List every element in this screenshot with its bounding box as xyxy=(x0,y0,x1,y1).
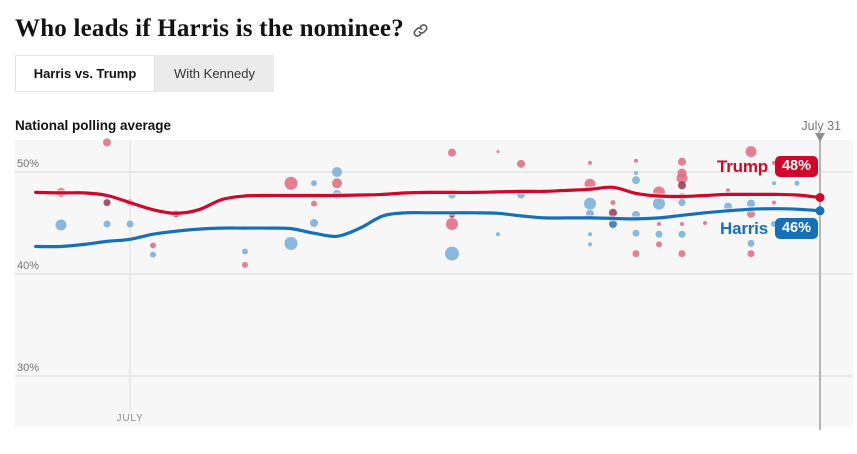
trump-series-label: Trump 48% xyxy=(717,156,818,177)
poll-dot xyxy=(772,181,776,186)
permalink-link-icon[interactable] xyxy=(413,23,428,38)
page-title: Who leads if Harris is the nominee? xyxy=(15,15,404,42)
poll-dot xyxy=(310,219,318,227)
poll-dot xyxy=(284,176,298,190)
x-tick-label: JULY xyxy=(117,413,144,424)
poll-dot xyxy=(588,160,592,165)
view-tabs: Harris vs. Trump With Kennedy xyxy=(15,55,842,92)
poll-dot xyxy=(609,208,617,217)
poll-dot xyxy=(678,157,686,166)
poll-dot xyxy=(634,158,638,163)
poll-dot xyxy=(794,180,800,186)
poll-dot xyxy=(772,200,776,205)
poll-dot xyxy=(657,222,661,227)
poll-dot xyxy=(703,221,707,225)
tab-label: With Kennedy xyxy=(174,66,255,81)
poll-dot xyxy=(747,239,755,247)
poll-dot xyxy=(311,180,317,187)
poll-dot xyxy=(150,251,156,258)
poll-dot xyxy=(609,220,617,229)
y-tick-label: 50% xyxy=(17,158,39,170)
poll-dot xyxy=(103,220,111,228)
trump-end-dot xyxy=(815,193,825,202)
chart-title: National polling average xyxy=(15,118,172,133)
poll-dot xyxy=(496,232,500,237)
poll-dot xyxy=(726,188,730,193)
date-marker-arrow-icon xyxy=(815,133,825,142)
poll-dot xyxy=(446,218,458,231)
poll-dot xyxy=(656,241,662,248)
y-tick-label: 40% xyxy=(17,260,39,272)
poll-dot xyxy=(311,200,317,207)
y-tick-label: 30% xyxy=(17,362,39,374)
poll-dot xyxy=(678,250,686,258)
poll-dot xyxy=(103,199,111,207)
poll-dot xyxy=(747,250,755,258)
poll-dot xyxy=(655,230,663,238)
poll-dot xyxy=(445,246,459,261)
poll-dot xyxy=(150,242,156,249)
poll-dot xyxy=(103,138,111,147)
poll-dot xyxy=(448,148,456,157)
poll-dot xyxy=(634,171,638,176)
tab-label: Harris vs. Trump xyxy=(33,66,137,81)
harris-end-dot xyxy=(815,206,825,216)
poll-dot xyxy=(588,232,592,237)
polling-chart-module: National polling average July 31 50% 40% 3… xyxy=(15,110,853,430)
poll-dot xyxy=(680,222,684,227)
poll-dot xyxy=(584,197,596,210)
poll-dot xyxy=(676,172,688,184)
poll-dot xyxy=(632,176,640,185)
poll-dot xyxy=(284,236,298,250)
date-marker-label: July 31 xyxy=(801,119,841,133)
poll-dot xyxy=(332,178,342,189)
trump-series-name: Trump xyxy=(717,156,768,176)
poll-dot xyxy=(242,261,248,268)
poll-dot xyxy=(747,199,755,208)
poll-dot xyxy=(678,199,686,207)
tab-with-kennedy[interactable]: With Kennedy xyxy=(155,55,274,92)
poll-dot xyxy=(332,167,342,177)
poll-dot xyxy=(632,250,640,258)
poll-dot xyxy=(126,220,134,228)
poll-dot xyxy=(678,230,686,238)
tab-harris-vs-trump[interactable]: Harris vs. Trump xyxy=(15,55,155,92)
harris-value-badge: 46% xyxy=(774,218,818,239)
polling-chart-svg: 50% 40% 30% JULY xyxy=(15,133,853,430)
plot-area: 50% 40% 30% JULY Trump 48% Harris 46% xyxy=(15,133,853,430)
poll-dot xyxy=(242,248,248,255)
poll-dot xyxy=(610,200,616,206)
harris-series-label: Harris 46% xyxy=(720,218,818,239)
poll-dot xyxy=(496,150,500,154)
poll-dot xyxy=(55,219,67,231)
poll-dot xyxy=(653,197,665,210)
harris-trend-line xyxy=(34,207,822,249)
poll-dot xyxy=(745,146,757,158)
poll-dot xyxy=(588,242,592,247)
poll-dot xyxy=(678,181,686,190)
trump-trend-line xyxy=(34,185,822,215)
title-row: Who leads if Harris is the nominee? xyxy=(15,13,842,44)
trump-value-badge: 48% xyxy=(774,156,818,177)
poll-dot xyxy=(632,229,640,237)
poll-dot xyxy=(517,159,525,168)
chart-header: National polling average July 31 xyxy=(15,110,853,140)
harris-series-name: Harris xyxy=(720,218,768,238)
